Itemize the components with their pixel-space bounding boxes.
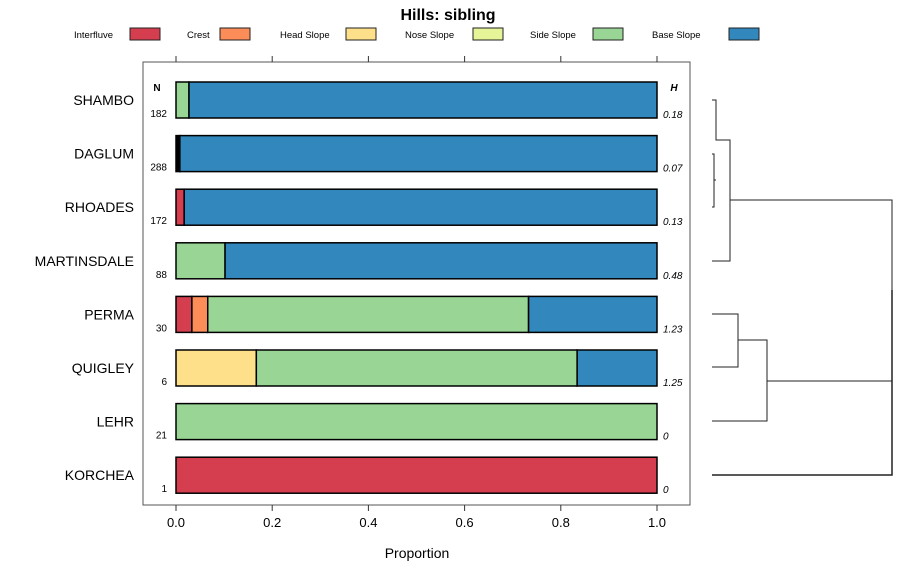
chart-title: Hills: sibling <box>400 7 495 24</box>
bar-segment <box>175 402 658 441</box>
x-axis-label: Proportion <box>385 545 450 561</box>
n-header: N <box>153 83 160 94</box>
n-value: 6 <box>161 377 167 388</box>
bar-segment <box>188 81 658 119</box>
bar-segment <box>175 349 258 387</box>
row-label: KORCHEA <box>65 467 135 483</box>
bar-segment <box>175 81 190 119</box>
h-value: 0.07 <box>663 164 683 175</box>
bar-row-shambo: SHAMBO 182 0.18 <box>73 81 683 121</box>
legend-label: Interfluve <box>74 30 113 41</box>
n-value: 30 <box>156 323 168 334</box>
x-tick-label: 0.2 <box>263 515 281 530</box>
bar-segment <box>576 349 658 387</box>
x-tick-label: 0.6 <box>456 515 474 530</box>
bar-segment <box>527 295 658 334</box>
bar-segment <box>175 456 658 494</box>
h-header: H <box>670 83 678 94</box>
dendro-branch <box>712 154 715 208</box>
dendro-branch <box>712 290 893 476</box>
bar-row-rhoades: RHOADES 172 0.13 <box>65 188 683 228</box>
bar-segment <box>255 349 578 387</box>
bar-row-martinsdale: MARTINSDALE 88 0.48 <box>35 242 683 282</box>
dendro-branch <box>712 313 739 368</box>
row-label: QUIGLEY <box>72 360 135 376</box>
n-value: 288 <box>150 163 167 174</box>
row-label: LEHR <box>97 414 134 430</box>
dendro-branch <box>712 99 893 290</box>
bar-segment <box>175 242 226 280</box>
h-value: 0 <box>663 432 669 443</box>
legend-swatch <box>728 27 760 41</box>
dendro-branch <box>712 339 768 422</box>
bar-segment <box>175 188 185 226</box>
bar-row-daglum: DAGLUM 288 0.07 <box>74 134 683 175</box>
legend-swatch <box>129 27 161 41</box>
x-tick-label: 0.8 <box>552 515 570 530</box>
dendro-branch <box>712 140 731 262</box>
legend-swatch <box>345 27 377 41</box>
row-label: DAGLUM <box>74 146 134 162</box>
bar-row-korchea: KORCHEA 1 0 <box>65 456 669 496</box>
x-axis: 0.0 0.2 0.4 0.6 0.8 1.0 <box>167 56 666 530</box>
bar-row-lehr: LEHR 21 0 <box>97 402 669 443</box>
h-value: 0.48 <box>663 271 683 282</box>
n-value: 1 <box>161 484 167 495</box>
legend-label: Nose Slope <box>405 30 454 41</box>
dendrogram <box>712 99 893 476</box>
x-tick-label: 0.0 <box>167 515 185 530</box>
n-value: 172 <box>150 216 167 227</box>
legend-label: Base Slope <box>652 30 701 41</box>
x-tick-label: 0.4 <box>359 515 377 530</box>
h-value: 0.18 <box>663 110 683 121</box>
bar-row-quigley: QUIGLEY 6 1.25 <box>72 349 683 389</box>
bar-segment <box>224 242 658 280</box>
bar-segment <box>179 134 658 173</box>
legend-label: Crest <box>187 30 210 41</box>
row-label: SHAMBO <box>73 92 134 108</box>
row-label: PERMA <box>84 306 134 322</box>
n-value: 182 <box>150 109 167 120</box>
h-value: 1.23 <box>663 324 683 335</box>
legend-swatch <box>472 27 504 41</box>
legend-swatch <box>592 27 624 41</box>
n-value: 88 <box>156 270 168 281</box>
bar-segment <box>191 295 209 334</box>
bar-segment <box>183 188 658 226</box>
panel-border <box>142 61 691 506</box>
row-label: MARTINSDALE <box>35 253 134 269</box>
bar-segment <box>206 295 530 334</box>
bar-row-perma: PERMA 30 1.23 <box>84 295 683 335</box>
h-value: 0.13 <box>663 217 683 228</box>
legend-label: Side Slope <box>530 30 576 41</box>
n-value: 21 <box>156 431 168 442</box>
h-value: 1.25 <box>663 378 683 389</box>
bars: SHAMBO 182 0.18 DAGLUM 288 0.07 RHOADES 172 0.13… <box>35 81 683 496</box>
bar-segment <box>175 295 193 334</box>
legend-swatch <box>219 27 251 41</box>
h-value: 0 <box>663 485 669 496</box>
legend-label: Head Slope <box>280 30 330 41</box>
legend: Interfluve Crest Head Slope Nose Slope Side … <box>74 27 760 41</box>
x-tick-label: 1.0 <box>648 515 666 530</box>
row-label: RHOADES <box>65 199 134 215</box>
